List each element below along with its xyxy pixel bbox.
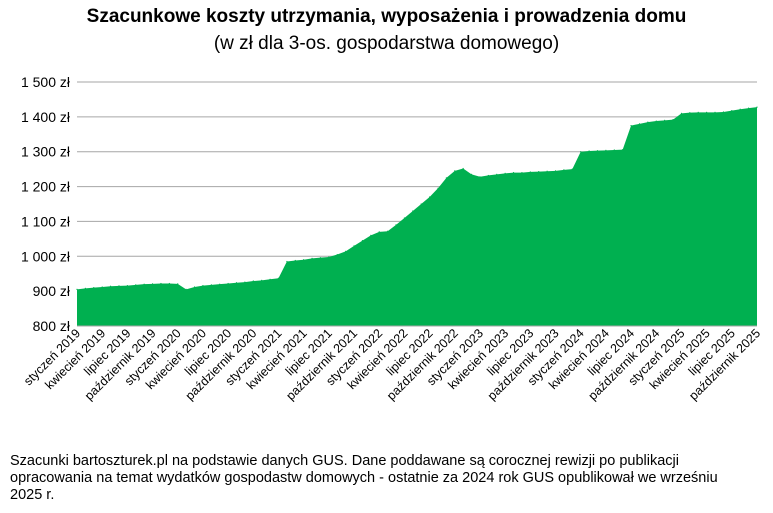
data-point (193, 286, 196, 288)
data-point (395, 224, 397, 226)
data-point (739, 108, 741, 110)
data-point (596, 150, 599, 152)
data-point (277, 277, 280, 279)
data-point (118, 285, 120, 287)
data-point (93, 287, 95, 289)
data-point (109, 285, 112, 287)
data-point (470, 173, 473, 175)
chart-subtitle: (w zł dla 3-os. gospodarstwa domowego) (213, 33, 560, 54)
data-point (177, 283, 179, 285)
data-point (294, 259, 296, 262)
data-point (336, 253, 338, 256)
y-tick-label: 1 100 zł (21, 213, 71, 229)
data-point (714, 111, 716, 113)
data-point (286, 260, 288, 263)
data-point (622, 149, 624, 151)
area-series (76, 106, 758, 326)
data-point (101, 286, 103, 288)
data-point (303, 259, 305, 261)
data-point (554, 170, 557, 172)
data-point (135, 284, 137, 286)
data-point (76, 288, 78, 290)
y-tick-label: 1 200 zł (21, 179, 71, 195)
data-point (252, 280, 254, 282)
y-axis: 800 zł 900 zł 1 000 zł 1 100 zł 1 200 zł 1 30… (21, 74, 71, 334)
data-point (588, 150, 590, 152)
data-point (151, 283, 154, 285)
data-point (378, 231, 380, 233)
data-point (680, 112, 683, 114)
y-tick-label: 1 400 zł (21, 109, 71, 125)
area-fill (77, 107, 757, 326)
data-point (722, 111, 725, 113)
data-point (756, 106, 758, 108)
data-point (143, 283, 145, 285)
data-point (202, 284, 204, 287)
data-point (496, 173, 498, 175)
data-point (403, 217, 406, 219)
data-point (185, 288, 187, 290)
y-tick-label: 900 zł (33, 283, 71, 299)
data-point (563, 169, 565, 171)
data-point (328, 256, 330, 258)
y-tick-label: 1 000 zł (21, 248, 71, 264)
data-point (655, 120, 657, 122)
data-point (664, 119, 666, 121)
data-point (479, 176, 481, 178)
data-point (571, 168, 573, 170)
source-footnote: Szacunki bartoszturek.pl na podstawie da… (10, 453, 718, 503)
data-point (219, 283, 221, 285)
data-point (504, 172, 506, 174)
data-point (630, 124, 632, 127)
data-point (538, 170, 540, 173)
chart-title: Szacunkowe koszty utrzymania, wyposażeni… (86, 6, 687, 27)
data-point (580, 151, 582, 153)
y-tick-label: 1 300 zł (21, 144, 71, 160)
y-tick-label: 800 zł (33, 318, 71, 334)
data-point (353, 245, 355, 247)
data-point (613, 149, 615, 151)
data-point (361, 240, 364, 242)
data-point (454, 170, 456, 172)
data-point (319, 257, 322, 259)
y-tick-label: 1 500 zł (21, 74, 71, 90)
data-point (160, 282, 162, 285)
data-point (311, 257, 313, 259)
data-point (647, 121, 649, 123)
data-point (546, 170, 548, 172)
data-point (462, 167, 464, 170)
area-chart: 800 zł 900 zł 1 000 zł 1 100 zł 1 200 zł 1 30… (21, 74, 763, 403)
data-point (387, 230, 389, 232)
data-point (370, 234, 372, 236)
data-point (697, 111, 699, 113)
data-point (689, 112, 691, 114)
data-point (261, 279, 263, 281)
data-point (428, 196, 431, 198)
data-point (672, 119, 674, 121)
data-point (521, 172, 523, 174)
data-point (168, 282, 170, 285)
data-point (512, 172, 515, 174)
data-point (605, 149, 607, 151)
data-point (244, 281, 246, 283)
data-point (235, 282, 238, 284)
data-point (420, 203, 422, 205)
data-point (210, 284, 212, 286)
data-point (84, 287, 86, 289)
data-point (731, 109, 733, 112)
data-point (269, 278, 271, 280)
data-point (638, 123, 641, 125)
data-point (445, 177, 447, 179)
data-point (529, 171, 531, 173)
data-point (706, 111, 708, 113)
data-point (227, 282, 229, 285)
data-point (487, 174, 489, 177)
data-point (437, 187, 439, 189)
data-point (412, 210, 414, 212)
data-point (748, 107, 750, 109)
data-point (126, 284, 128, 287)
data-point (345, 250, 347, 253)
